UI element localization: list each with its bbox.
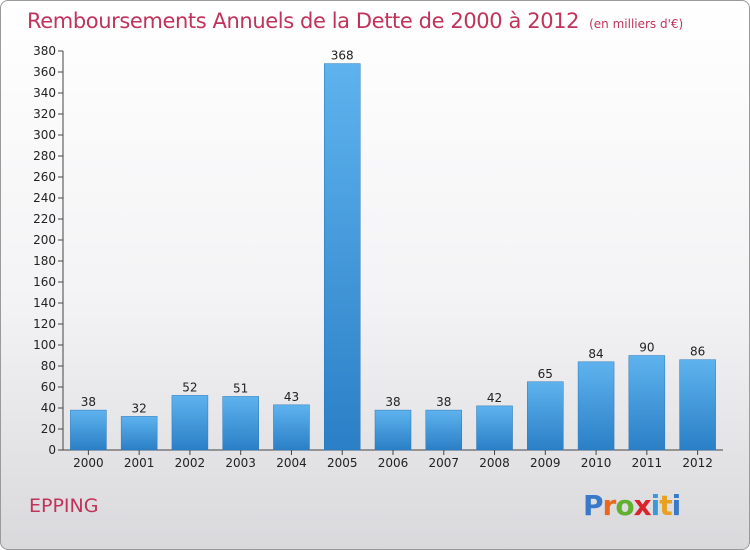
y-tick-label: 220 [33,212,56,226]
chart-title: Remboursements Annuels de la Dette de 20… [27,9,683,33]
value-label-2003: 51 [233,381,248,395]
bar-2001 [120,416,158,451]
y-tick-label: 0 [48,443,56,457]
logo-letter: t [659,489,672,522]
value-label-2008: 42 [487,391,502,405]
value-label-2009: 65 [538,367,553,381]
y-tick-label: 140 [33,296,56,310]
bar-2011 [628,355,666,451]
x-tick-label-2010: 2010 [581,456,612,470]
value-label-2006: 38 [385,395,400,409]
y-tick-label: 160 [33,275,56,289]
bar-2007 [425,409,463,451]
y-tick-label: 380 [33,44,56,58]
y-tick-label: 340 [33,86,56,100]
bar-2009 [527,381,564,451]
y-tick-label: 300 [33,128,56,142]
commune-name: EPPING [29,495,99,517]
x-tick-label-2000: 2000 [73,456,104,470]
x-tick-label-2003: 2003 [225,456,256,470]
bar-2012 [679,359,716,451]
x-tick-label-2009: 2009 [530,456,561,470]
bars [70,63,716,451]
value-label-2010: 84 [588,347,603,361]
x-tick-label-2012: 2012 [682,456,713,470]
x-tick-label-2004: 2004 [276,456,307,470]
chart-title-text: Remboursements Annuels de la Dette de 20… [27,9,580,33]
chart-unit: (en milliers d'€) [589,17,684,31]
y-tick-label: 120 [33,317,56,331]
y-tick-label: 200 [33,233,56,247]
x-tick-label-2007: 2007 [428,456,459,470]
y-tick-label: 40 [41,401,56,415]
y-tick-label: 320 [33,107,56,121]
value-labels: 38 32 52 51 43 368 38 38 42 65 84 90 86 [81,49,706,416]
x-axis: 2000 2001 2002 2003 2004 2005 2006 2007 2008 2009… [63,449,723,470]
value-label-2007: 38 [436,395,451,409]
proxiti-logo: Proxiti [583,489,682,522]
y-tick-label: 100 [33,338,56,352]
bar-2006 [374,409,412,451]
bar-2002 [171,395,209,451]
value-label-2005: 368 [331,49,354,63]
logo-letter: r [602,489,617,522]
value-label-2001: 32 [132,401,147,415]
bar-2004 [273,404,310,451]
value-label-2011: 90 [639,341,654,355]
value-label-2012: 86 [690,345,705,359]
value-label-2002: 52 [182,380,197,394]
x-tick-label-2001: 2001 [124,456,155,470]
bar-2000 [70,409,107,451]
y-tick-label: 240 [33,191,56,205]
y-tick-label: 360 [33,65,56,79]
bar-2003 [222,396,259,451]
x-tick-label-2008: 2008 [479,456,510,470]
y-tick-label: 180 [33,254,56,268]
bar-2008 [476,405,513,451]
logo-letter: x [633,489,652,522]
y-tick-label: 260 [33,170,56,184]
logo-letter: o [615,489,634,522]
y-tick-label: 20 [41,422,56,436]
y-tick-label: 280 [33,149,56,163]
bar-2005 [323,63,361,451]
x-tick-label-2005: 2005 [327,456,358,470]
y-tick-label: 60 [41,380,56,394]
bar-2010 [577,361,615,451]
x-tick-label-2006: 2006 [378,456,409,470]
logo-letter: i [671,489,682,522]
x-tick-label-2002: 2002 [175,456,206,470]
logo-letter: i [650,489,661,522]
value-label-2000: 38 [81,395,96,409]
x-tick-label-2011: 2011 [632,456,663,470]
logo-letter: P [583,489,604,522]
y-tick-label: 80 [41,359,56,373]
value-label-2004: 43 [284,390,299,404]
y-axis: 0 20 40 60 80 100 120 140 160 180 200 220 240 260 280 3… [33,44,64,457]
